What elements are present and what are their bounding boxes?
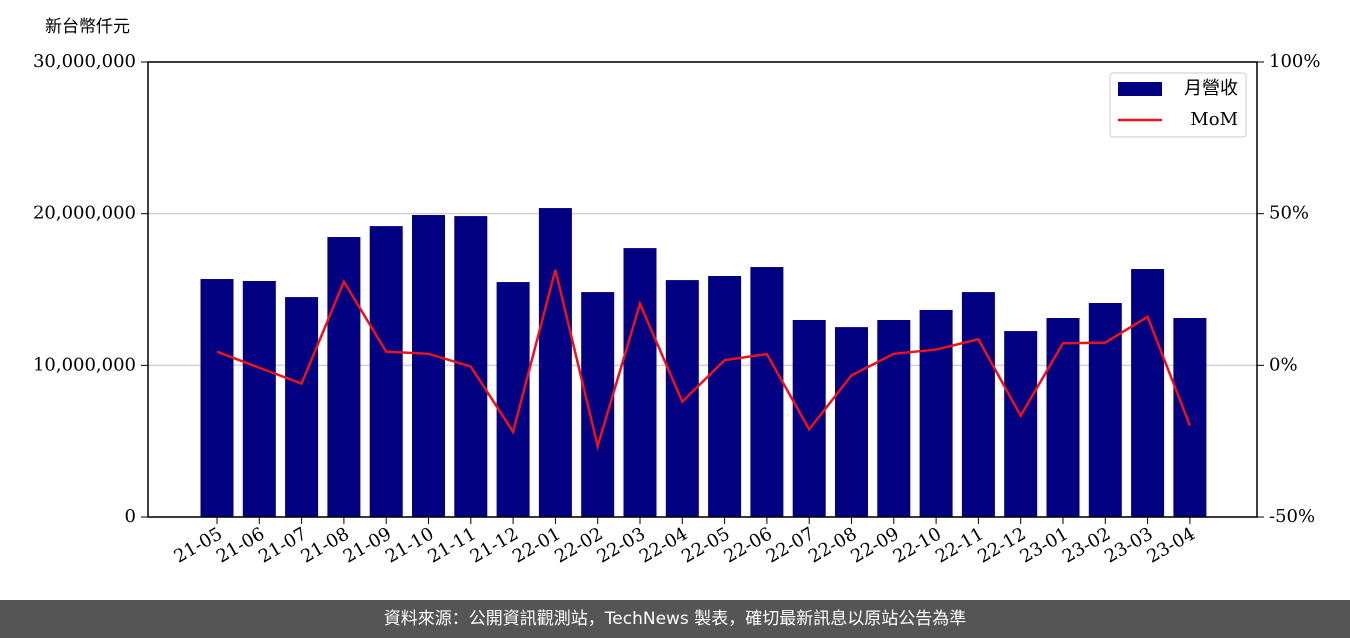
bar	[750, 267, 784, 517]
y2-tick-label: -50%	[1269, 506, 1315, 527]
footer: 資料來源：公開資訊觀測站，TechNews 製表，確切最新訊息以原站公告為準	[0, 600, 1350, 638]
bar	[835, 327, 868, 517]
chart: 新台幣仟元 0 10,000,000 20,000,000 30,000,000 -50…	[33, 17, 1321, 568]
bar	[285, 297, 319, 517]
bar	[792, 319, 826, 517]
bar	[877, 319, 911, 517]
y2-tick-label: 0%	[1269, 354, 1298, 375]
bar	[242, 281, 276, 517]
x-tick-label: 23-04	[1143, 523, 1198, 567]
y-tick-label: 10,000,000	[33, 354, 136, 375]
bar	[1131, 269, 1165, 517]
y-axis-label: 新台幣仟元	[45, 17, 130, 37]
bar	[961, 292, 995, 517]
bar	[327, 237, 361, 518]
bar	[496, 282, 530, 517]
bar	[538, 208, 572, 517]
line	[216, 269, 1192, 451]
legend-label: 月營收	[1184, 78, 1238, 99]
y-tick-label: 0	[125, 506, 136, 527]
bar	[1173, 318, 1207, 517]
bar	[412, 215, 445, 517]
bar	[200, 279, 234, 517]
bar	[708, 276, 742, 517]
bar	[1004, 331, 1038, 517]
bar	[623, 248, 657, 517]
y-tick-label: 30,000,000	[33, 51, 136, 72]
legend-swatch	[1118, 82, 1162, 96]
bar	[665, 280, 699, 517]
bar	[1046, 318, 1080, 517]
plot-frame	[147, 61, 1258, 518]
y2-tick-label: 100%	[1269, 51, 1320, 72]
legend-label: MoM	[1190, 109, 1238, 130]
bar	[369, 226, 403, 517]
y2-tick-label: 50%	[1269, 203, 1309, 224]
bar	[919, 309, 953, 517]
bar	[1088, 302, 1122, 517]
y-tick-label: 20,000,000	[33, 203, 136, 224]
